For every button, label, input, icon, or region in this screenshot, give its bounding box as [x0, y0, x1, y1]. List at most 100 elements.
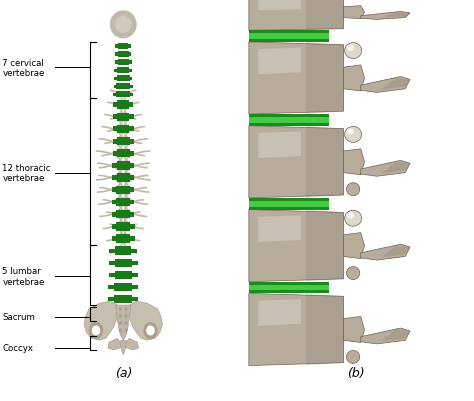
Bar — [117, 101, 129, 109]
Bar — [112, 212, 116, 217]
Polygon shape — [120, 341, 127, 355]
Ellipse shape — [346, 183, 360, 196]
Polygon shape — [306, 126, 344, 198]
Bar — [117, 150, 130, 158]
Polygon shape — [361, 77, 410, 93]
Ellipse shape — [125, 329, 127, 331]
Ellipse shape — [125, 308, 127, 310]
Ellipse shape — [119, 329, 121, 331]
Bar — [130, 212, 135, 217]
Polygon shape — [382, 330, 410, 341]
Bar — [116, 235, 130, 243]
Polygon shape — [306, 43, 344, 115]
Polygon shape — [123, 338, 138, 350]
Bar — [115, 259, 131, 267]
Polygon shape — [344, 150, 365, 175]
Bar — [115, 271, 132, 279]
Ellipse shape — [125, 315, 127, 318]
Ellipse shape — [346, 45, 354, 52]
Bar — [130, 85, 133, 89]
Bar — [117, 138, 129, 146]
Bar — [130, 176, 134, 180]
Bar — [118, 44, 128, 50]
Polygon shape — [258, 300, 301, 326]
Bar — [112, 188, 117, 193]
Polygon shape — [116, 305, 131, 340]
Bar — [117, 174, 130, 182]
Polygon shape — [382, 13, 410, 19]
Polygon shape — [249, 126, 344, 198]
Ellipse shape — [147, 326, 154, 335]
Text: (b): (b) — [346, 366, 365, 379]
Ellipse shape — [92, 326, 100, 335]
Bar — [249, 34, 329, 40]
Ellipse shape — [144, 323, 157, 338]
Polygon shape — [344, 7, 365, 20]
Bar — [117, 76, 130, 82]
Ellipse shape — [345, 43, 362, 59]
Bar — [117, 198, 130, 207]
Polygon shape — [108, 338, 123, 350]
Bar — [112, 237, 116, 241]
Bar — [113, 127, 117, 132]
Polygon shape — [361, 328, 410, 344]
Bar — [130, 93, 133, 97]
Polygon shape — [84, 302, 117, 340]
Polygon shape — [249, 294, 344, 366]
Polygon shape — [258, 49, 301, 75]
Polygon shape — [306, 0, 344, 31]
Bar — [114, 77, 117, 81]
Polygon shape — [344, 317, 365, 342]
Text: (a): (a) — [115, 366, 132, 379]
Bar — [132, 297, 138, 302]
Ellipse shape — [345, 127, 362, 143]
Bar — [117, 186, 130, 194]
Bar — [132, 273, 138, 277]
Bar — [112, 225, 116, 229]
Bar — [112, 200, 117, 205]
Bar — [129, 115, 134, 120]
Ellipse shape — [119, 308, 121, 310]
Polygon shape — [129, 302, 162, 340]
Bar — [114, 295, 132, 304]
Bar — [129, 69, 132, 73]
Bar — [130, 77, 132, 81]
Bar — [113, 139, 117, 144]
Bar — [117, 162, 130, 170]
Bar — [116, 223, 130, 231]
Polygon shape — [249, 43, 344, 115]
Text: 7 cervical
vertebrae: 7 cervical vertebrae — [2, 59, 45, 78]
Bar — [116, 211, 130, 219]
Polygon shape — [344, 66, 365, 92]
Polygon shape — [361, 245, 410, 260]
Bar — [113, 115, 117, 120]
Bar — [128, 45, 131, 49]
Bar — [109, 261, 115, 265]
Bar — [118, 52, 128, 58]
Bar — [130, 237, 135, 241]
Bar — [108, 297, 114, 302]
Text: 12 thoracic
vertebrae: 12 thoracic vertebrae — [2, 164, 51, 183]
Bar — [249, 115, 329, 126]
Ellipse shape — [346, 213, 354, 219]
Bar — [109, 249, 115, 253]
Ellipse shape — [346, 267, 360, 280]
Polygon shape — [258, 132, 301, 159]
Bar — [117, 68, 129, 74]
Bar — [114, 85, 117, 89]
Bar — [117, 113, 129, 122]
Ellipse shape — [119, 315, 121, 318]
Bar — [112, 176, 117, 180]
Polygon shape — [306, 294, 344, 366]
Polygon shape — [258, 0, 301, 11]
Text: Coccyx: Coccyx — [2, 344, 33, 352]
Ellipse shape — [346, 350, 360, 363]
Ellipse shape — [110, 12, 137, 39]
Bar — [132, 285, 138, 290]
Bar — [128, 53, 131, 57]
Bar — [112, 164, 117, 168]
Polygon shape — [382, 79, 410, 90]
Bar — [131, 249, 137, 253]
Bar — [118, 60, 129, 66]
Polygon shape — [258, 216, 301, 243]
